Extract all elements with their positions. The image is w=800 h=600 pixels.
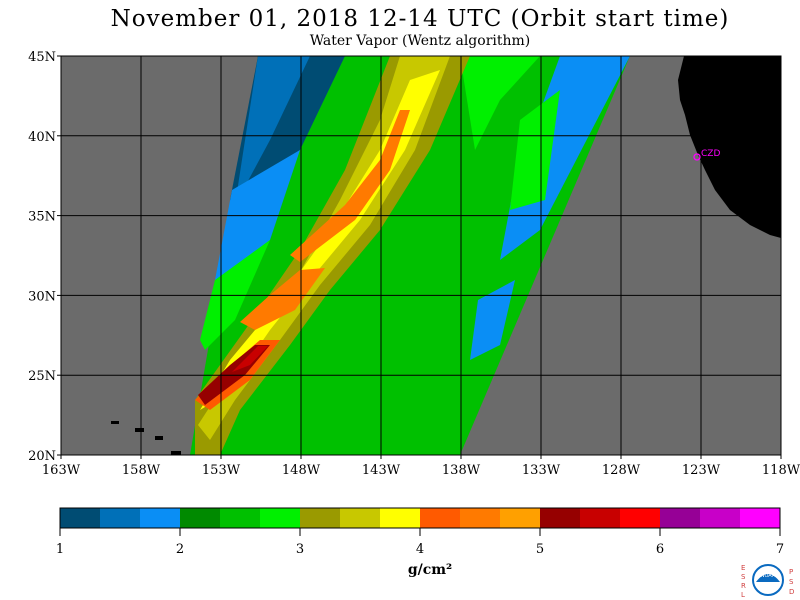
colorbar-tick-label: 6 [656,542,664,557]
lat-label: 40N [28,130,56,145]
colorbar-tick-label: 4 [416,542,424,557]
lat-lon-grid [61,56,781,455]
station-marker: CZD [693,149,720,161]
station-label: CZD [701,149,720,159]
land-mass [678,56,781,238]
colorbar-swatch [140,508,180,528]
lon-label: 143W [362,463,401,478]
colorbar-swatch [660,508,700,528]
latitude-labels: 45N 40N 35N 30N 25N 20N [28,50,61,464]
colorbar-tick-label: 1 [56,542,64,557]
psd-letter-s: S [789,578,794,586]
esrl-letter-r: R [741,582,746,590]
colorbar-swatch [740,508,780,528]
colorbar-swatch [380,508,420,528]
colorbar-swatch [700,508,740,528]
lon-label: 123W [682,463,721,478]
lon-label: 148W [282,463,321,478]
colorbar-unit: g/cm² [407,562,453,578]
colorbar-swatch [540,508,580,528]
lon-label: 163W [42,463,81,478]
map-subtitle: Water Vapor (Wentz algorithm) [309,33,531,49]
colorbar-ticks: 1 2 3 4 5 6 7 [56,528,784,557]
colorbar-swatch [260,508,300,528]
colorbar-swatch [340,508,380,528]
noaa-logo: E S R L NOAA P S D [741,564,794,599]
noaa-text: NOAA [761,573,776,579]
colorbar-tick-label: 7 [776,542,784,557]
colorbar-swatch [580,508,620,528]
islands [111,421,181,455]
map-frame [60,55,782,456]
colorbar-swatch [180,508,220,528]
map-title: November 01, 2018 12-14 UTC (Orbit start… [110,6,730,32]
lat-label: 45N [28,50,56,65]
colorbar-tick-label: 2 [176,542,184,557]
lon-label: 158W [122,463,161,478]
lat-label: 35N [28,210,56,225]
colorbar-tick-label: 3 [296,542,304,557]
colorbar-swatch [620,508,660,528]
lon-label: 128W [602,463,641,478]
colorbar [59,507,781,529]
colorbar-swatch [420,508,460,528]
esrl-letter-e: E [741,564,745,572]
colorbar-tick-label: 5 [536,542,544,557]
longitude-labels: 163W 158W 153W 148W 143W 138W 133W 128W 123W 118W [42,455,800,478]
colorbar-swatch [500,508,540,528]
lat-label: 20N [28,449,56,464]
psd-letter-d: D [789,588,794,596]
esrl-letter-s: S [741,573,746,581]
colorbar-swatch [100,508,140,528]
lat-label: 25N [28,369,56,384]
colorbar-swatch [460,508,500,528]
esrl-letter-l: L [741,591,745,599]
lon-label: 153W [202,463,241,478]
lat-label: 30N [28,289,56,304]
lon-label: 138W [442,463,481,478]
psd-letter-p: P [789,568,793,576]
colorbar-swatch [220,508,260,528]
lon-label: 118W [762,463,800,478]
colorbar-swatch [300,508,340,528]
noaa-gull-icon [756,574,780,582]
lon-label: 133W [522,463,561,478]
colorbar-swatch [60,508,100,528]
